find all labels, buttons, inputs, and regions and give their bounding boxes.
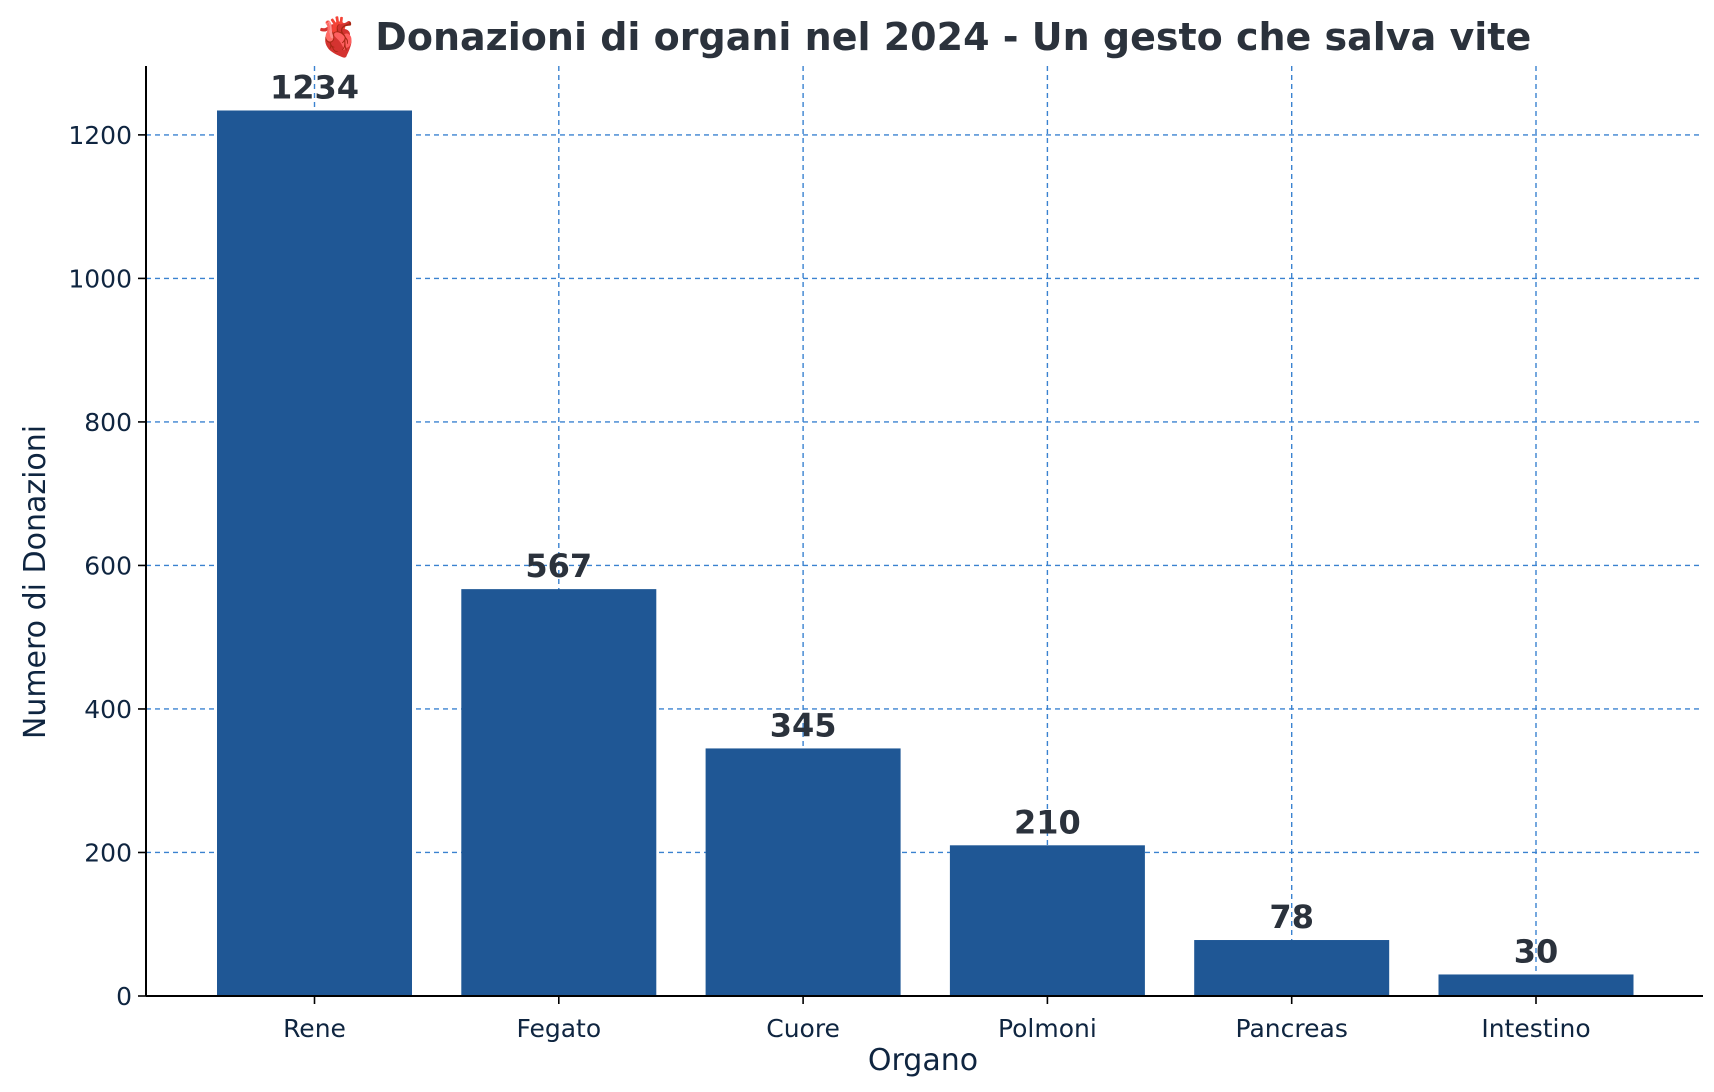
bar-value-label: 345 <box>770 706 837 744</box>
bars <box>217 110 1634 997</box>
y-axis-label: Numero di Donazioni <box>18 425 53 739</box>
bar-value-label: 78 <box>1269 898 1314 936</box>
y-tick-label: 200 <box>84 838 132 867</box>
bar-value-labels: 1234 567 345 210 78 30 <box>270 68 1558 970</box>
x-tick-label: Fegato <box>516 1014 601 1043</box>
y-tick-label: 1000 <box>68 264 132 293</box>
axes <box>145 66 1703 997</box>
y-tick-label: 800 <box>84 408 132 437</box>
bar-pancreas <box>1194 940 1390 996</box>
y-tick-label: 600 <box>84 551 132 580</box>
x-tick-label: Pancreas <box>1236 1014 1348 1043</box>
bar-value-label: 1234 <box>270 68 359 106</box>
bar-intestino <box>1438 974 1634 996</box>
bar-value-label: 30 <box>1514 932 1559 970</box>
bar-value-label: 210 <box>1014 803 1081 841</box>
y-tick-label: 1200 <box>68 121 132 150</box>
bar-value-label: 567 <box>525 547 592 585</box>
y-tick-label: 400 <box>84 695 132 724</box>
x-axis-label: Organo <box>868 1043 978 1078</box>
x-tick-label: Cuore <box>766 1014 840 1043</box>
bar-fegato <box>461 589 657 996</box>
ticks: 0 200 400 600 800 1000 1200 Rene Fegato Cuore Polm… <box>68 121 1590 1043</box>
bar-cuore <box>705 748 901 996</box>
x-tick-label: Intestino <box>1481 1014 1590 1043</box>
bar-polmoni <box>949 845 1145 996</box>
grid <box>146 66 1703 996</box>
x-tick-label: Rene <box>283 1014 346 1043</box>
y-tick-label: 0 <box>116 982 132 1011</box>
x-tick-label: Polmoni <box>998 1014 1097 1043</box>
bar-rene <box>217 110 412 997</box>
chart-title: 🫀 Donazioni di organi nel 2024 - Un gest… <box>315 15 1531 59</box>
